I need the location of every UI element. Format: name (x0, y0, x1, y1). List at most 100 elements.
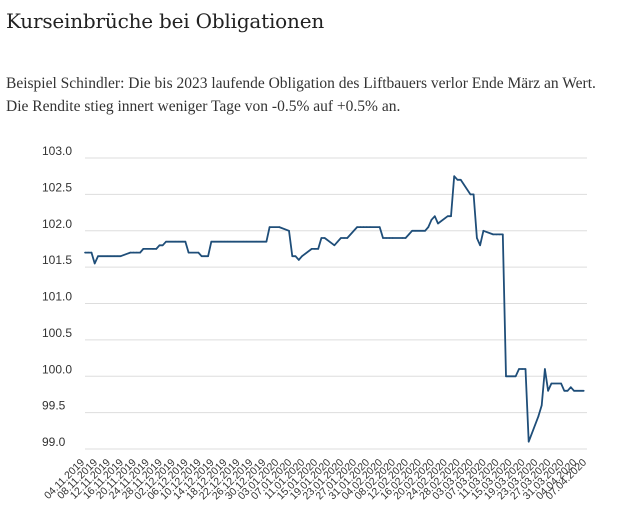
data-point (385, 237, 388, 239)
y-tick-label: 101.0 (42, 290, 72, 304)
y-tick-label: 99.5 (42, 399, 66, 413)
data-point (408, 233, 410, 236)
data-point (165, 240, 167, 243)
data-point (310, 248, 313, 250)
data-point (560, 382, 562, 385)
data-point (207, 255, 209, 257)
data-point (136, 251, 138, 254)
data-point (323, 237, 326, 239)
data-point (362, 226, 365, 228)
data-point (505, 375, 507, 378)
data-point (524, 368, 527, 370)
data-point (453, 175, 456, 177)
data-point (492, 233, 494, 236)
data-point (178, 240, 180, 243)
data-point (242, 240, 245, 243)
data-point (152, 248, 154, 250)
data-point (333, 244, 336, 247)
data-point (93, 262, 96, 265)
y-axis-tick-labels: 103.0 102.5 102.0 101.5 101.0 100.5 100.0 99.5 9… (42, 144, 72, 449)
data-point (424, 230, 426, 232)
data-point (246, 240, 248, 243)
data-point (317, 248, 320, 250)
data-point (495, 233, 498, 236)
grid-lines (85, 157, 587, 450)
data-point (446, 215, 449, 217)
data-point (437, 222, 439, 225)
data-point (550, 382, 553, 385)
data-point (570, 386, 572, 388)
x-axis-tick-labels: 04.11.201908.11.201912.11.201916.11.2019… (42, 457, 589, 503)
data-point (346, 237, 349, 239)
data-point (255, 240, 258, 243)
data-point (566, 390, 569, 392)
data-point (97, 255, 99, 257)
data-point (434, 215, 436, 217)
data-point (174, 240, 177, 243)
data-point (382, 237, 384, 239)
data-point (223, 240, 226, 243)
data-point (498, 233, 501, 236)
data-point (113, 255, 115, 257)
data-point (414, 230, 417, 232)
data-point (411, 230, 413, 232)
y-tick-label: 100.0 (42, 362, 72, 376)
data-point (87, 251, 89, 254)
data-point (220, 240, 222, 243)
data-point (314, 248, 316, 250)
data-point (359, 226, 362, 228)
data-point (90, 251, 93, 254)
data-point (450, 215, 452, 217)
data-point (356, 226, 358, 228)
data-point (537, 415, 540, 418)
data-point (391, 237, 394, 239)
data-point (340, 237, 342, 239)
y-tick-label: 100.5 (42, 326, 72, 340)
data-point (456, 179, 459, 181)
data-point (298, 259, 300, 261)
data-point (369, 226, 371, 228)
data-point (142, 248, 145, 250)
data-point (583, 390, 585, 392)
data-point (404, 237, 407, 239)
data-point (430, 219, 433, 221)
data-point (84, 251, 86, 254)
data-point (116, 255, 119, 257)
line-chart: 103.0 102.5 102.0 101.5 101.0 100.5 100.0 99.5 9… (42, 144, 589, 503)
data-point (229, 240, 232, 243)
data-point (469, 193, 472, 196)
y-tick-label: 103.0 (42, 144, 72, 158)
data-point (158, 244, 161, 247)
data-point (301, 255, 303, 257)
data-point (268, 226, 271, 228)
data-point (540, 404, 543, 407)
data-point (343, 237, 345, 239)
data-point (427, 226, 430, 228)
data-point (187, 251, 190, 254)
data-point (527, 440, 530, 443)
data-point (106, 255, 109, 257)
y-tick-label: 101.5 (42, 253, 72, 267)
data-point (210, 240, 213, 243)
data-point (129, 251, 132, 254)
data-point (472, 193, 475, 196)
data-point (563, 390, 566, 392)
data-point (482, 230, 485, 232)
y-tick-label: 102.5 (42, 180, 72, 194)
data-point (197, 251, 200, 254)
data-point (401, 237, 404, 239)
data-point (132, 251, 135, 254)
data-point (291, 255, 294, 257)
data-point (233, 240, 235, 243)
data-point (265, 240, 268, 243)
data-point (378, 226, 381, 228)
data-point (184, 240, 187, 243)
y-tick-label: 102.0 (42, 217, 72, 231)
data-point (294, 255, 297, 257)
data-point (155, 248, 158, 250)
data-point (521, 368, 523, 370)
data-point (119, 255, 122, 257)
data-point (573, 390, 575, 392)
data-point (544, 368, 546, 370)
data-point (366, 226, 368, 228)
